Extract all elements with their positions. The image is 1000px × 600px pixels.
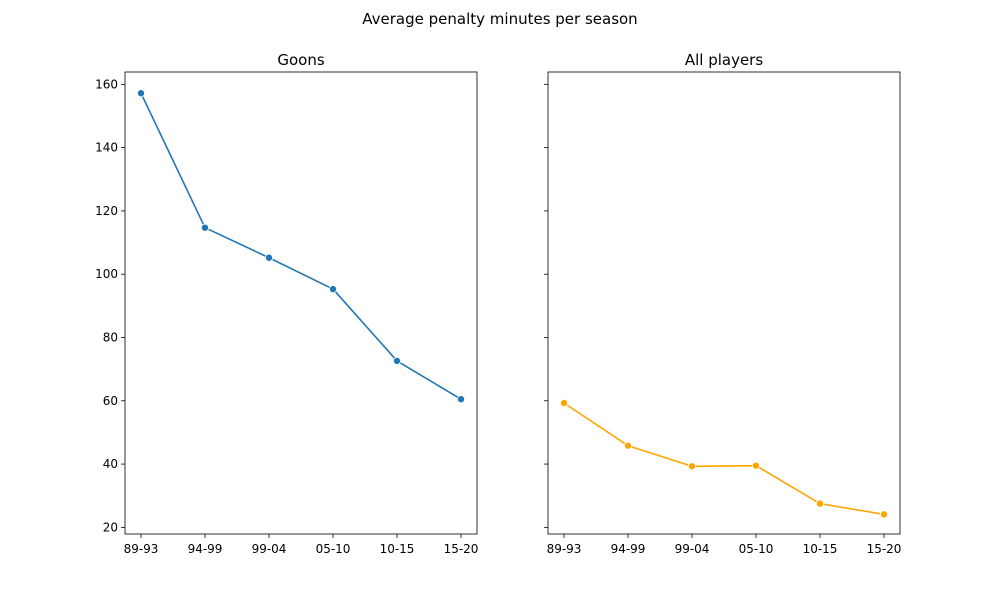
axes-frame <box>124 71 478 535</box>
x-tick-label: 99-04 <box>252 542 287 556</box>
y-tick-label: 100 <box>95 267 118 281</box>
data-point <box>560 398 569 407</box>
series-line <box>140 92 462 400</box>
x-tick-label: 94-99 <box>188 542 223 556</box>
chart-panels: Goons 20 40 60 80 100 120 140 160 89-93 94-99 99-04… <box>95 51 901 556</box>
data-point <box>816 499 825 508</box>
x-tick-label: 89-93 <box>124 542 159 556</box>
y-tick-label: 60 <box>103 394 118 408</box>
data-point <box>752 461 761 470</box>
x-tick-label: 99-04 <box>675 542 710 556</box>
x-tick-label: 05-10 <box>739 542 774 556</box>
x-tick-label: 89-93 <box>547 542 582 556</box>
data-point <box>136 89 145 98</box>
x-tick-label: 10-15 <box>803 542 838 556</box>
series-line <box>563 402 885 516</box>
x-tick-label: 94-99 <box>611 542 646 556</box>
y-tick-label: 120 <box>95 204 118 218</box>
y-tick-label: 80 <box>103 330 118 344</box>
y-tick-label: 40 <box>103 457 118 471</box>
y-tick-label: 20 <box>103 520 118 534</box>
panel-title: Goons <box>277 51 324 69</box>
x-tick-label: 15-20 <box>867 542 902 556</box>
data-point <box>456 395 465 404</box>
panel-title: All players <box>685 51 764 69</box>
data-point <box>328 285 337 294</box>
x-tick-label: 05-10 <box>316 542 351 556</box>
data-point <box>688 462 697 471</box>
data-point <box>264 253 273 262</box>
x-tick-label: 10-15 <box>380 542 415 556</box>
y-tick-label: 140 <box>95 141 118 155</box>
x-tick-label: 15-20 <box>444 542 479 556</box>
data-point <box>880 510 889 519</box>
data-point <box>200 223 209 232</box>
data-point <box>624 441 633 450</box>
y-tick-label: 160 <box>95 77 118 91</box>
panel-all-players: All players 89-93 94-99 99-04 05-10 10-15 15-2… <box>544 51 901 556</box>
panel-goons: Goons 20 40 60 80 100 120 140 160 89-93 94-99 99-04… <box>95 51 478 556</box>
axes-frame <box>547 71 901 535</box>
data-point <box>392 356 401 365</box>
figure-suptitle: Average penalty minutes per season <box>362 10 637 28</box>
